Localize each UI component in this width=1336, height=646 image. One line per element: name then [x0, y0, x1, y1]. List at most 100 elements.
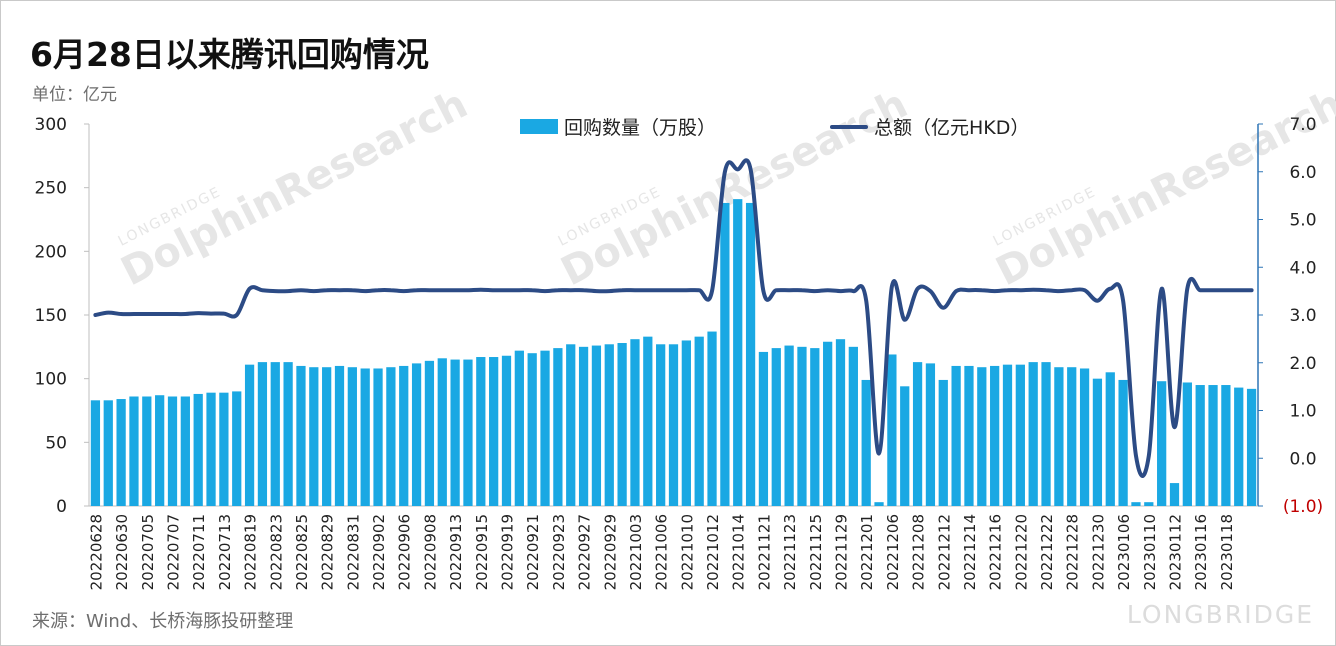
bar [643, 336, 653, 506]
x-tick-label: 20221125 [807, 514, 825, 590]
x-tick-label: 20230116 [1192, 514, 1210, 590]
bar [1221, 385, 1231, 506]
x-tick-label: 20220921 [524, 514, 542, 590]
bar [707, 331, 717, 506]
x-tick-label: 20220825 [293, 514, 311, 590]
x-tick-label: 20220902 [370, 514, 388, 590]
y-right-tick-label: 0.0 [1289, 449, 1316, 469]
bar [797, 346, 807, 506]
legend-line-swatch [830, 124, 868, 129]
bar [155, 395, 165, 506]
x-tick-label: 20220927 [576, 514, 594, 590]
y-right-tick-label: 7.0 [1289, 115, 1316, 135]
bar [745, 202, 756, 507]
x-tick-label: 20230106 [1115, 514, 1133, 590]
x-tick-label: 20221208 [910, 514, 928, 590]
x-tick-label: 20220628 [87, 514, 105, 590]
x-tick-label: 20230118 [1218, 514, 1236, 590]
bar [1144, 502, 1154, 506]
bar [373, 368, 383, 506]
y-left-tick-label: 50 [45, 433, 67, 453]
x-tick-label: 20221121 [755, 514, 773, 590]
bar [501, 355, 512, 506]
bar [514, 350, 524, 506]
x-tick-label: 20220705 [139, 514, 157, 590]
bar [334, 365, 345, 506]
bar [900, 386, 910, 506]
bar [90, 400, 101, 506]
bar [1002, 364, 1013, 506]
x-tick-label: 20221214 [961, 514, 979, 590]
bar [925, 363, 936, 506]
y-right-tick-label: 1.0 [1289, 402, 1316, 422]
bar [1169, 483, 1180, 506]
x-tick-label: 20230112 [1167, 514, 1185, 590]
y-left-tick-label: 0 [56, 497, 67, 517]
bar [180, 396, 190, 506]
bar [912, 362, 923, 506]
x-tick-label: 20220711 [190, 514, 208, 590]
bar [476, 357, 486, 506]
x-tick-label: 20221014 [730, 514, 748, 590]
x-tick-label: 20221006 [653, 514, 671, 590]
bar [668, 344, 679, 506]
bar [874, 502, 884, 506]
bar [990, 365, 1000, 506]
bar [309, 367, 319, 506]
bar [206, 392, 216, 506]
bar [1157, 381, 1167, 506]
x-tick-label: 20220923 [550, 514, 568, 590]
bar [566, 344, 576, 506]
bar [296, 365, 306, 506]
bar [1092, 378, 1103, 506]
bar [219, 392, 229, 506]
bar [1041, 362, 1051, 506]
y-right-tick-label: 3.0 [1289, 306, 1316, 326]
bar [758, 351, 769, 506]
bar [424, 360, 435, 506]
x-tick-label: 20221216 [987, 514, 1005, 590]
unit-label: 单位：亿元 [32, 85, 117, 105]
bar [1234, 387, 1244, 506]
bar [1246, 388, 1257, 506]
bar [1028, 362, 1038, 506]
x-tick-label: 20221123 [781, 514, 799, 590]
bar [232, 391, 242, 506]
bar [1208, 385, 1218, 506]
bar [450, 359, 460, 506]
bar [604, 344, 614, 506]
bar [630, 339, 640, 506]
x-tick-label: 20221129 [833, 514, 851, 590]
bar [463, 359, 473, 506]
bar [964, 365, 974, 506]
bar [116, 399, 126, 506]
brand-logo: LONGBRIDGE [1126, 600, 1314, 629]
bar [283, 362, 293, 506]
bar [578, 346, 589, 506]
legend-bar-swatch [520, 119, 558, 134]
legend-bar: 回购数量（万股） [520, 113, 716, 140]
x-tick-label: 20221220 [1012, 514, 1030, 590]
series-line-total [93, 158, 1254, 478]
x-tick-label: 20221212 [935, 514, 953, 590]
bar [167, 396, 178, 506]
x-tick-label: 20221222 [1038, 514, 1056, 590]
bar [244, 364, 255, 506]
x-tick-label: 20230110 [1141, 514, 1159, 590]
chart-title: 6月28日以来腾讯回购情况 [30, 35, 429, 74]
bar [129, 396, 139, 506]
bar [540, 350, 550, 506]
x-tick-label: 20220831 [344, 514, 362, 590]
bar [694, 336, 704, 506]
y-left-tick-label: 200 [35, 242, 67, 262]
bar [1015, 364, 1025, 506]
x-tick-label: 20220707 [165, 514, 183, 590]
bar [720, 202, 730, 507]
bar [938, 379, 948, 506]
bar [411, 363, 422, 506]
bar [399, 365, 409, 506]
bar [591, 345, 602, 506]
bar [1131, 502, 1141, 506]
